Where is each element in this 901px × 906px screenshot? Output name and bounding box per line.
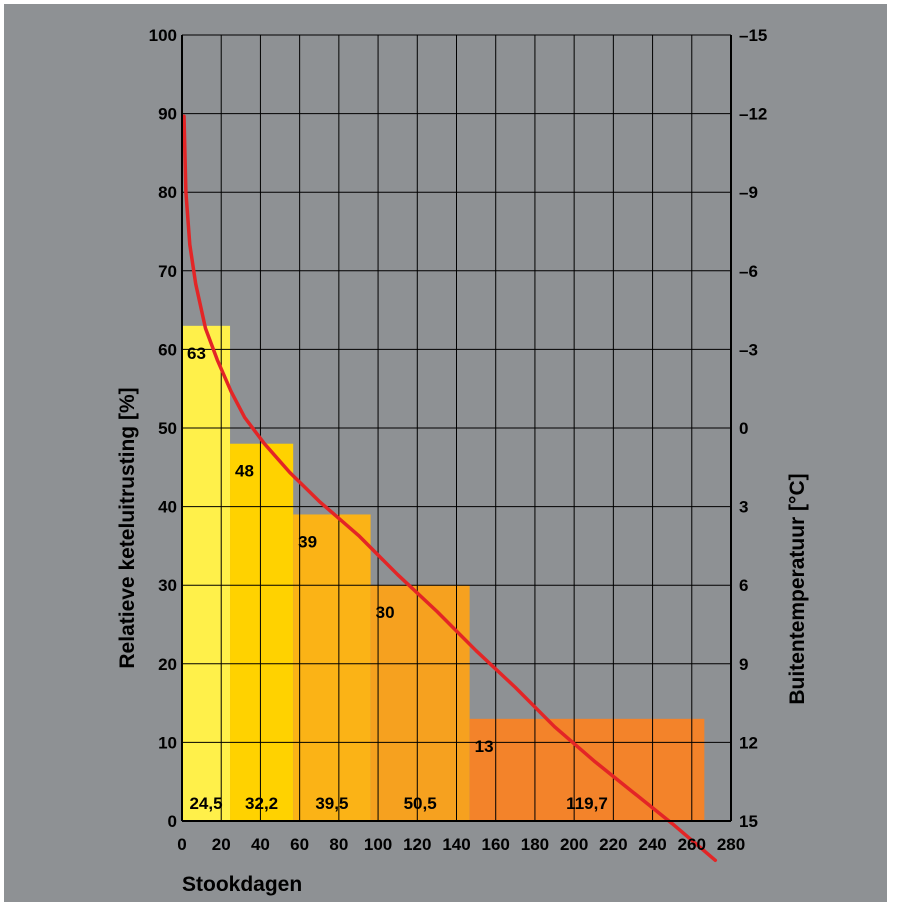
y2-axis-title: Buitentemperatuur [°C]	[786, 473, 809, 704]
x-tick-label: 240	[638, 835, 666, 854]
y2-tick-label: 6	[739, 576, 748, 595]
bar-5	[469, 718, 705, 821]
y2-tick-label: –15	[739, 26, 767, 45]
y-tick-label: 80	[158, 183, 177, 202]
y-tick-label: 50	[158, 419, 177, 438]
x-tick-label: 140	[442, 835, 470, 854]
chart-panel: 63 24,5 48 32,2 39 39,5 30 50,5 13 119,7 0 20 40 60 8…	[4, 4, 887, 902]
bar-days-label: 24,5	[189, 794, 222, 813]
y-tick-label: 100	[149, 26, 177, 45]
x-tick-label: 120	[403, 835, 431, 854]
y2-tick-label: 9	[739, 655, 748, 674]
y2-tick-label: –9	[739, 183, 758, 202]
x-tick-label: 260	[678, 835, 706, 854]
x-axis-title: Stookdagen	[182, 873, 302, 896]
x-tick-label: 60	[290, 835, 309, 854]
bar-value-label: 48	[235, 462, 254, 481]
x-tick-label: 100	[364, 835, 392, 854]
x-tick-label: 280	[717, 835, 745, 854]
x-tick-label: 200	[560, 835, 588, 854]
bar-days-label: 119,7	[566, 794, 608, 813]
y-tick-label: 30	[158, 576, 177, 595]
temperature-curve	[182, 114, 718, 863]
bar-days-label: 39,5	[315, 794, 348, 813]
bar-4	[370, 585, 470, 821]
y-tick-label: 10	[158, 733, 177, 752]
bar-1	[182, 325, 231, 821]
x-tick-label: 160	[482, 835, 510, 854]
axes: 0 20 40 60 80 100 120 140 160 180 200 220 240 260 2800…	[116, 26, 809, 896]
y2-tick-label: 0	[739, 419, 748, 438]
y-axis-title: Relatieve keteluitrusting [%]	[116, 387, 139, 668]
x-tick-label: 20	[212, 835, 231, 854]
labels: 63 24,5 48 32,2 39 39,5 30 50,5 13 119,7	[187, 344, 608, 813]
y-tick-label: 70	[158, 262, 177, 281]
bar-value-label: 13	[475, 737, 494, 756]
bar-days-label: 50,5	[404, 794, 437, 813]
y2-tick-label: –6	[739, 262, 758, 281]
x-tick-label: 220	[599, 835, 627, 854]
y-tick-label: 60	[158, 340, 177, 359]
y2-tick-label: –12	[739, 105, 767, 124]
bar-value-label: 30	[376, 603, 395, 622]
y-tick-label: 90	[158, 105, 177, 124]
bar-days-label: 32,2	[245, 794, 278, 813]
x-tick-label: 0	[177, 835, 186, 854]
temperature-curve-layer	[182, 114, 718, 863]
bar-value-label: 63	[187, 344, 206, 363]
y-tick-label: 0	[168, 812, 177, 831]
y2-tick-label: 3	[739, 498, 748, 517]
x-tick-label: 40	[251, 835, 270, 854]
y2-tick-label: 12	[739, 733, 758, 752]
x-tick-label: 80	[329, 835, 348, 854]
y-tick-label: 40	[158, 498, 177, 517]
x-tick-label: 180	[521, 835, 549, 854]
y2-tick-label: –3	[739, 340, 758, 359]
y2-tick-label: 15	[739, 812, 758, 831]
bar-value-label: 39	[298, 532, 317, 551]
bar-3	[293, 514, 371, 821]
bar-2	[230, 443, 294, 821]
y-tick-label: 20	[158, 655, 177, 674]
